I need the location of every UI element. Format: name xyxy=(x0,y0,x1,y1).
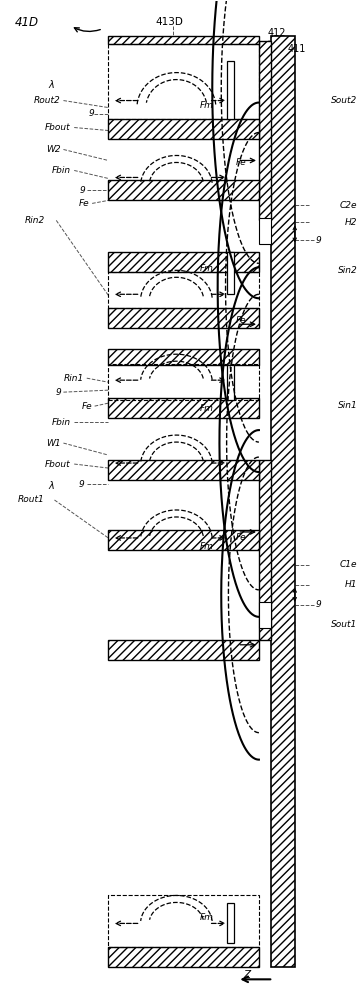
Text: 9: 9 xyxy=(89,109,95,118)
Text: Sout2: Sout2 xyxy=(331,96,357,105)
Bar xyxy=(108,530,259,550)
Text: Fbin: Fbin xyxy=(51,166,71,175)
Text: W1: W1 xyxy=(46,439,61,448)
Text: W2: W2 xyxy=(46,145,61,154)
Text: 9: 9 xyxy=(315,236,321,245)
Text: λ: λ xyxy=(48,481,54,491)
Text: H2: H2 xyxy=(345,218,357,227)
Bar xyxy=(226,252,234,294)
Bar xyxy=(108,36,259,44)
Bar xyxy=(108,44,259,119)
Text: Sin2: Sin2 xyxy=(338,266,357,275)
Text: Rout2: Rout2 xyxy=(34,96,61,105)
Text: 41D: 41D xyxy=(15,16,39,29)
Text: Rout1: Rout1 xyxy=(18,495,44,504)
Text: Fm: Fm xyxy=(200,264,213,273)
Text: 413D: 413D xyxy=(155,17,183,27)
Text: Sin1: Sin1 xyxy=(338,401,357,410)
Bar xyxy=(108,308,259,328)
Bar xyxy=(108,398,259,418)
Text: 9: 9 xyxy=(79,186,85,195)
Text: Sout1: Sout1 xyxy=(331,620,357,629)
Text: Fe: Fe xyxy=(79,199,90,208)
Bar xyxy=(108,272,259,308)
Text: Fbin: Fbin xyxy=(51,418,71,427)
Text: Fm: Fm xyxy=(200,404,213,413)
Text: 411: 411 xyxy=(288,44,306,54)
Bar xyxy=(108,252,259,272)
Bar xyxy=(108,947,259,967)
Bar xyxy=(108,119,259,139)
Bar xyxy=(108,460,259,480)
Bar xyxy=(108,895,259,947)
Bar xyxy=(259,218,271,244)
Text: Fbout: Fbout xyxy=(45,123,71,132)
Bar xyxy=(226,903,234,943)
Text: Rin1: Rin1 xyxy=(64,374,84,383)
Text: λ: λ xyxy=(48,80,54,90)
Text: Z: Z xyxy=(243,970,250,980)
Bar xyxy=(226,365,234,400)
Text: 9: 9 xyxy=(315,600,321,609)
Text: C1e: C1e xyxy=(340,560,357,569)
Bar xyxy=(108,180,259,200)
Text: Fm: Fm xyxy=(200,542,213,551)
Text: 9: 9 xyxy=(78,480,84,489)
Bar xyxy=(108,364,259,400)
Bar xyxy=(226,61,234,119)
Text: Fe: Fe xyxy=(235,316,246,325)
Text: H1: H1 xyxy=(345,580,357,589)
Bar xyxy=(259,602,271,628)
Bar xyxy=(108,640,259,660)
Text: C2e: C2e xyxy=(340,201,357,210)
Text: Fe: Fe xyxy=(81,402,92,411)
Text: Fbout: Fbout xyxy=(45,460,71,469)
Bar xyxy=(271,36,295,967)
Text: Rin2: Rin2 xyxy=(25,216,45,225)
Bar xyxy=(108,349,259,365)
Text: Fm: Fm xyxy=(200,101,213,110)
Text: Fm: Fm xyxy=(200,913,213,922)
Text: 9: 9 xyxy=(55,388,61,397)
Text: Fe: Fe xyxy=(235,158,246,167)
Text: Fe: Fe xyxy=(235,533,246,542)
Bar xyxy=(259,460,271,640)
Bar xyxy=(259,41,271,220)
Text: 412: 412 xyxy=(268,28,286,38)
